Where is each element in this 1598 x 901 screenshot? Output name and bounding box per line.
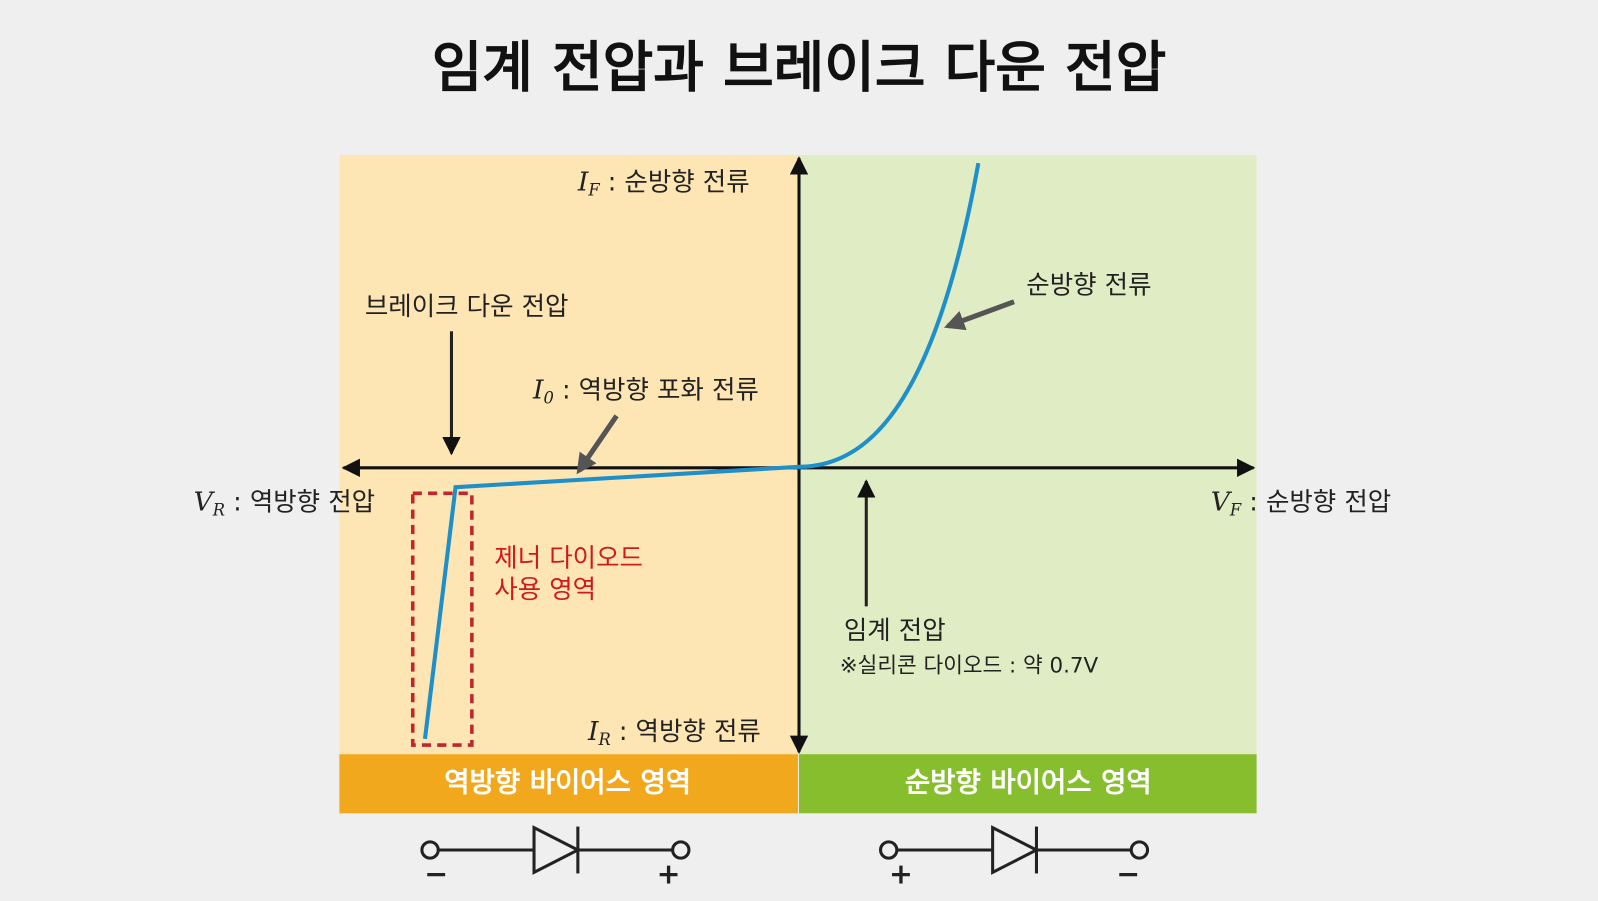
forward-bar bbox=[799, 754, 1257, 814]
label-part: : 역방향 전류 bbox=[611, 717, 761, 747]
label-part: V bbox=[1211, 486, 1233, 517]
label-part: F bbox=[1229, 500, 1242, 519]
annotation: 사용 영역 bbox=[494, 575, 596, 605]
axis-label: IR : 역방향 전류 bbox=[587, 716, 761, 749]
reverse-bar bbox=[339, 754, 798, 814]
label-part: R bbox=[212, 500, 225, 519]
terminal-sign: + bbox=[657, 857, 681, 890]
label-part: : 역방향 전압 bbox=[225, 487, 375, 517]
label-part: R bbox=[598, 729, 611, 748]
annotation: 순방향 전류 bbox=[1026, 270, 1151, 300]
label-part: I bbox=[587, 716, 599, 747]
label-part: 0 bbox=[543, 388, 553, 407]
label-part: : 역방향 포화 전류 bbox=[554, 375, 759, 405]
terminal-sign: − bbox=[424, 857, 448, 890]
label-part: I bbox=[532, 374, 544, 405]
arrow bbox=[576, 414, 619, 475]
annotation: 브레이크 다운 전압 bbox=[365, 292, 569, 322]
zener-box bbox=[410, 491, 474, 747]
label-part: I bbox=[577, 166, 589, 197]
forward-region bbox=[799, 154, 1257, 755]
label-part: : 순방향 전압 bbox=[1241, 487, 1391, 517]
reverse-region bbox=[339, 154, 799, 755]
region-label: 역방향 바이어스 영역 bbox=[444, 767, 691, 799]
region-label: 순방향 바이어스 영역 bbox=[905, 767, 1152, 799]
label-part: F bbox=[587, 180, 600, 199]
annotation: ※실리콘 다이오드 : 약 0.7V bbox=[840, 654, 1099, 679]
arrow bbox=[943, 299, 1015, 331]
annotation: 임계 전압 bbox=[844, 616, 946, 646]
annotation: 제너 다이오드 bbox=[494, 544, 643, 574]
axis-label: VF : 순방향 전압 bbox=[1211, 486, 1391, 519]
terminal-sign: + bbox=[889, 857, 913, 890]
iv-curve bbox=[422, 162, 981, 740]
diode-symbol bbox=[879, 825, 1150, 875]
label-part: : 순방향 전류 bbox=[600, 167, 750, 197]
terminal-sign: − bbox=[1116, 857, 1140, 890]
title: 임계 전압과 브레이크 다운 전압 bbox=[432, 36, 1167, 100]
diode-symbol bbox=[420, 825, 691, 875]
annotation: I0 : 역방향 포화 전류 bbox=[532, 374, 759, 407]
axis-label: IF : 순방향 전류 bbox=[577, 166, 750, 199]
label-part: V bbox=[194, 486, 216, 517]
axis-label: VR : 역방향 전압 bbox=[194, 486, 375, 519]
